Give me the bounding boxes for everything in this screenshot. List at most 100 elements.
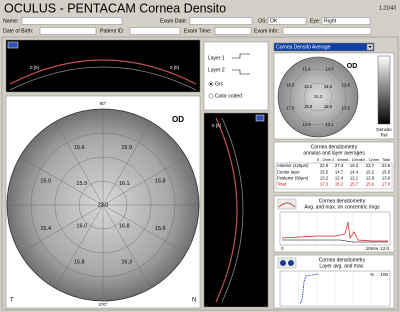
map-value: 15.9 xyxy=(121,145,132,151)
arrow xyxy=(368,46,372,48)
map-value: 15.8 xyxy=(304,104,313,109)
table-cell: 17.3 xyxy=(320,182,329,187)
map-value: 14.5 xyxy=(324,84,333,89)
map-meridian xyxy=(102,121,152,206)
max-curve xyxy=(281,221,388,242)
map-value: 16.1 xyxy=(119,181,130,187)
field-box xyxy=(189,17,253,25)
row-label: Anterior (120µm) xyxy=(277,163,309,168)
table-grid xyxy=(275,162,393,190)
eye-label: OD xyxy=(347,63,358,70)
dropdown-text: Cornea Densito Average xyxy=(276,44,331,50)
nasal-label: N xyxy=(192,298,196,304)
controls-panel xyxy=(203,41,269,111)
table-cell: 16.2 xyxy=(335,182,344,187)
map-ring xyxy=(303,82,333,112)
table-title: Cornea densitometry xyxy=(311,144,358,150)
field-box xyxy=(267,17,307,25)
patient-id-label: Patient ID: xyxy=(100,28,124,34)
table-panel xyxy=(273,141,395,193)
map-value: 15.4 xyxy=(40,226,51,232)
map-value: 22.0 xyxy=(98,202,109,208)
radio-label: Grs xyxy=(215,81,224,87)
axis-label: 270° xyxy=(98,302,108,307)
icon xyxy=(7,41,19,49)
cornea-arc xyxy=(9,66,197,91)
version: 1.21r43 xyxy=(379,5,396,11)
graph-icon xyxy=(277,257,297,269)
field-value: OK xyxy=(270,18,278,24)
column-header: 10 - 12mm xyxy=(361,158,379,162)
table-cell: 22.9 xyxy=(320,163,329,168)
graph-title: Cornea densitometry xyxy=(319,198,366,204)
column-header: 6 - 10mm xyxy=(346,158,362,162)
exam-time-label: Exam Time: xyxy=(184,28,211,34)
layer-icon xyxy=(232,53,250,59)
graph-title: Cornea densitometry xyxy=(319,257,366,263)
scheimpflug-side xyxy=(203,112,269,308)
axis-label: 12.0 xyxy=(380,246,389,251)
column-header: 0 - 2mm xyxy=(317,158,331,162)
map-value: 15.0 xyxy=(40,179,51,185)
radio[interactable] xyxy=(208,93,214,99)
table-cell: 12.9 xyxy=(366,176,375,181)
map-value: 14.5 xyxy=(325,66,334,71)
map-value: 15.4 xyxy=(302,66,311,71)
map-value: 16.0 xyxy=(286,83,295,88)
table-cell: 27.3 xyxy=(335,163,344,168)
map-ring xyxy=(289,68,347,126)
scheimpflug-label: 0 [0] xyxy=(30,65,39,70)
icon-eye xyxy=(288,260,294,266)
table-cell: 17.0 xyxy=(382,182,391,187)
map-meridian xyxy=(54,204,104,289)
table-cell: 13.2 xyxy=(320,176,329,181)
color-scale xyxy=(377,55,391,125)
map-value: 13.8 xyxy=(342,83,351,88)
exam-info-label: Exam Info: xyxy=(254,28,279,34)
row-label: Center layer xyxy=(277,169,300,174)
scheimpflug-label: 0 [0] xyxy=(212,123,221,128)
map-value: 15.1 xyxy=(304,84,313,89)
map-meridian xyxy=(19,156,104,206)
axis-label: % xyxy=(370,272,374,277)
map-value: 15.8 xyxy=(155,179,166,185)
dropdown[interactable] xyxy=(273,42,375,52)
eye-label: OD xyxy=(172,115,184,124)
table-cell: 23.5 xyxy=(382,163,391,168)
radio-dot xyxy=(210,83,212,85)
map-value: 15.3 xyxy=(314,94,323,99)
scheimpflug-label: 0 [0] xyxy=(170,65,179,70)
table-cell: 13.0 xyxy=(382,176,391,181)
dob-label: Date of Birth: xyxy=(3,28,33,34)
os-label: OS: xyxy=(258,18,267,24)
table-cell: 14.4 xyxy=(350,169,359,174)
field-value: Right xyxy=(324,18,337,24)
cornea-arc xyxy=(221,117,244,303)
cornea-arc xyxy=(9,59,197,85)
field-box xyxy=(321,17,371,25)
map-value: 15.9 xyxy=(76,181,87,187)
eye-label: Eye: xyxy=(310,18,320,24)
scale-title: Densito xyxy=(376,127,392,132)
table-cell: 15.6 xyxy=(382,169,391,174)
table-cell: 15.5 xyxy=(320,169,329,174)
field-box xyxy=(39,27,97,35)
layer-option: Layer 2 xyxy=(208,67,225,73)
table-cell: 15.2 xyxy=(366,169,375,174)
layer-curve xyxy=(299,273,319,305)
table-cell: 19.3 xyxy=(350,163,359,168)
map-meridian xyxy=(102,204,187,254)
axis-label: 100 xyxy=(380,272,388,277)
table-cell: 15.9 xyxy=(366,182,375,187)
table-cell: 15.7 xyxy=(350,182,359,187)
radio-label: Color coded xyxy=(215,93,242,99)
small-map xyxy=(277,56,359,138)
row-label: Total xyxy=(277,182,286,187)
map-value: 14.9 xyxy=(302,122,311,127)
exam-date-label: Exam Date: xyxy=(160,18,187,24)
table-subtitle: annulus and layer averages xyxy=(303,150,365,156)
axis-label: 90° xyxy=(100,101,107,106)
graph-subtitle: Layer avg. and max. xyxy=(319,263,364,269)
layer-icon xyxy=(232,69,250,75)
